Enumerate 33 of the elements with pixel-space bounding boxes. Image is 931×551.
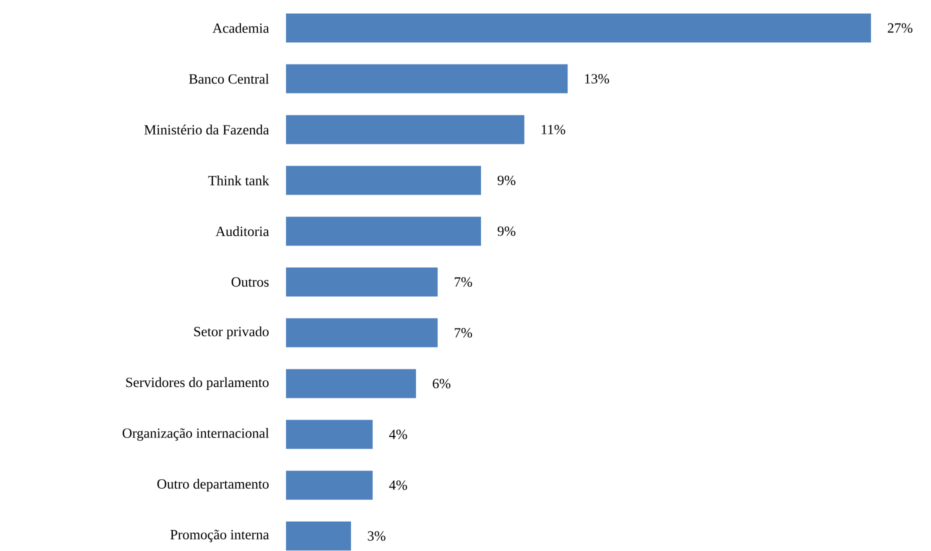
y-tick-label: Setor privado xyxy=(194,326,269,340)
y-tick-label: Think tank xyxy=(208,175,270,186)
bar xyxy=(286,166,482,195)
data-label: 9% xyxy=(498,226,516,236)
y-tick-label: Academia xyxy=(212,23,269,33)
data-label: 11% xyxy=(542,124,566,134)
y-tick-label: Organização internacional xyxy=(122,428,269,441)
bar xyxy=(286,420,373,449)
bar xyxy=(286,14,872,42)
y-tick-label: Outros xyxy=(232,277,269,287)
bar xyxy=(286,470,373,500)
bar xyxy=(286,318,438,348)
y-tick-label: Banco Central xyxy=(189,74,269,84)
data-label: 9% xyxy=(498,176,516,186)
bar xyxy=(286,268,438,297)
y-tick-label: Servidores do parlamento xyxy=(126,377,269,390)
data-label: 27% xyxy=(888,23,912,33)
data-label: 4% xyxy=(389,480,408,490)
y-tick-label: Ministério da Fazenda xyxy=(144,124,269,135)
data-label: 4% xyxy=(389,430,408,440)
y-tick-label: Outro departamento xyxy=(157,478,269,492)
bar xyxy=(286,115,524,144)
bar xyxy=(286,522,351,551)
data-label: 13% xyxy=(585,74,610,84)
data-label: 6% xyxy=(432,378,450,388)
y-tick-label: Auditoria xyxy=(216,226,269,236)
data-label: 7% xyxy=(454,328,472,338)
y-tick-label: Promoção interna xyxy=(170,530,269,542)
bar xyxy=(286,216,482,246)
bar xyxy=(286,369,416,398)
data-label: 7% xyxy=(454,277,472,287)
data-label: 3% xyxy=(368,531,386,541)
bar xyxy=(286,64,568,94)
